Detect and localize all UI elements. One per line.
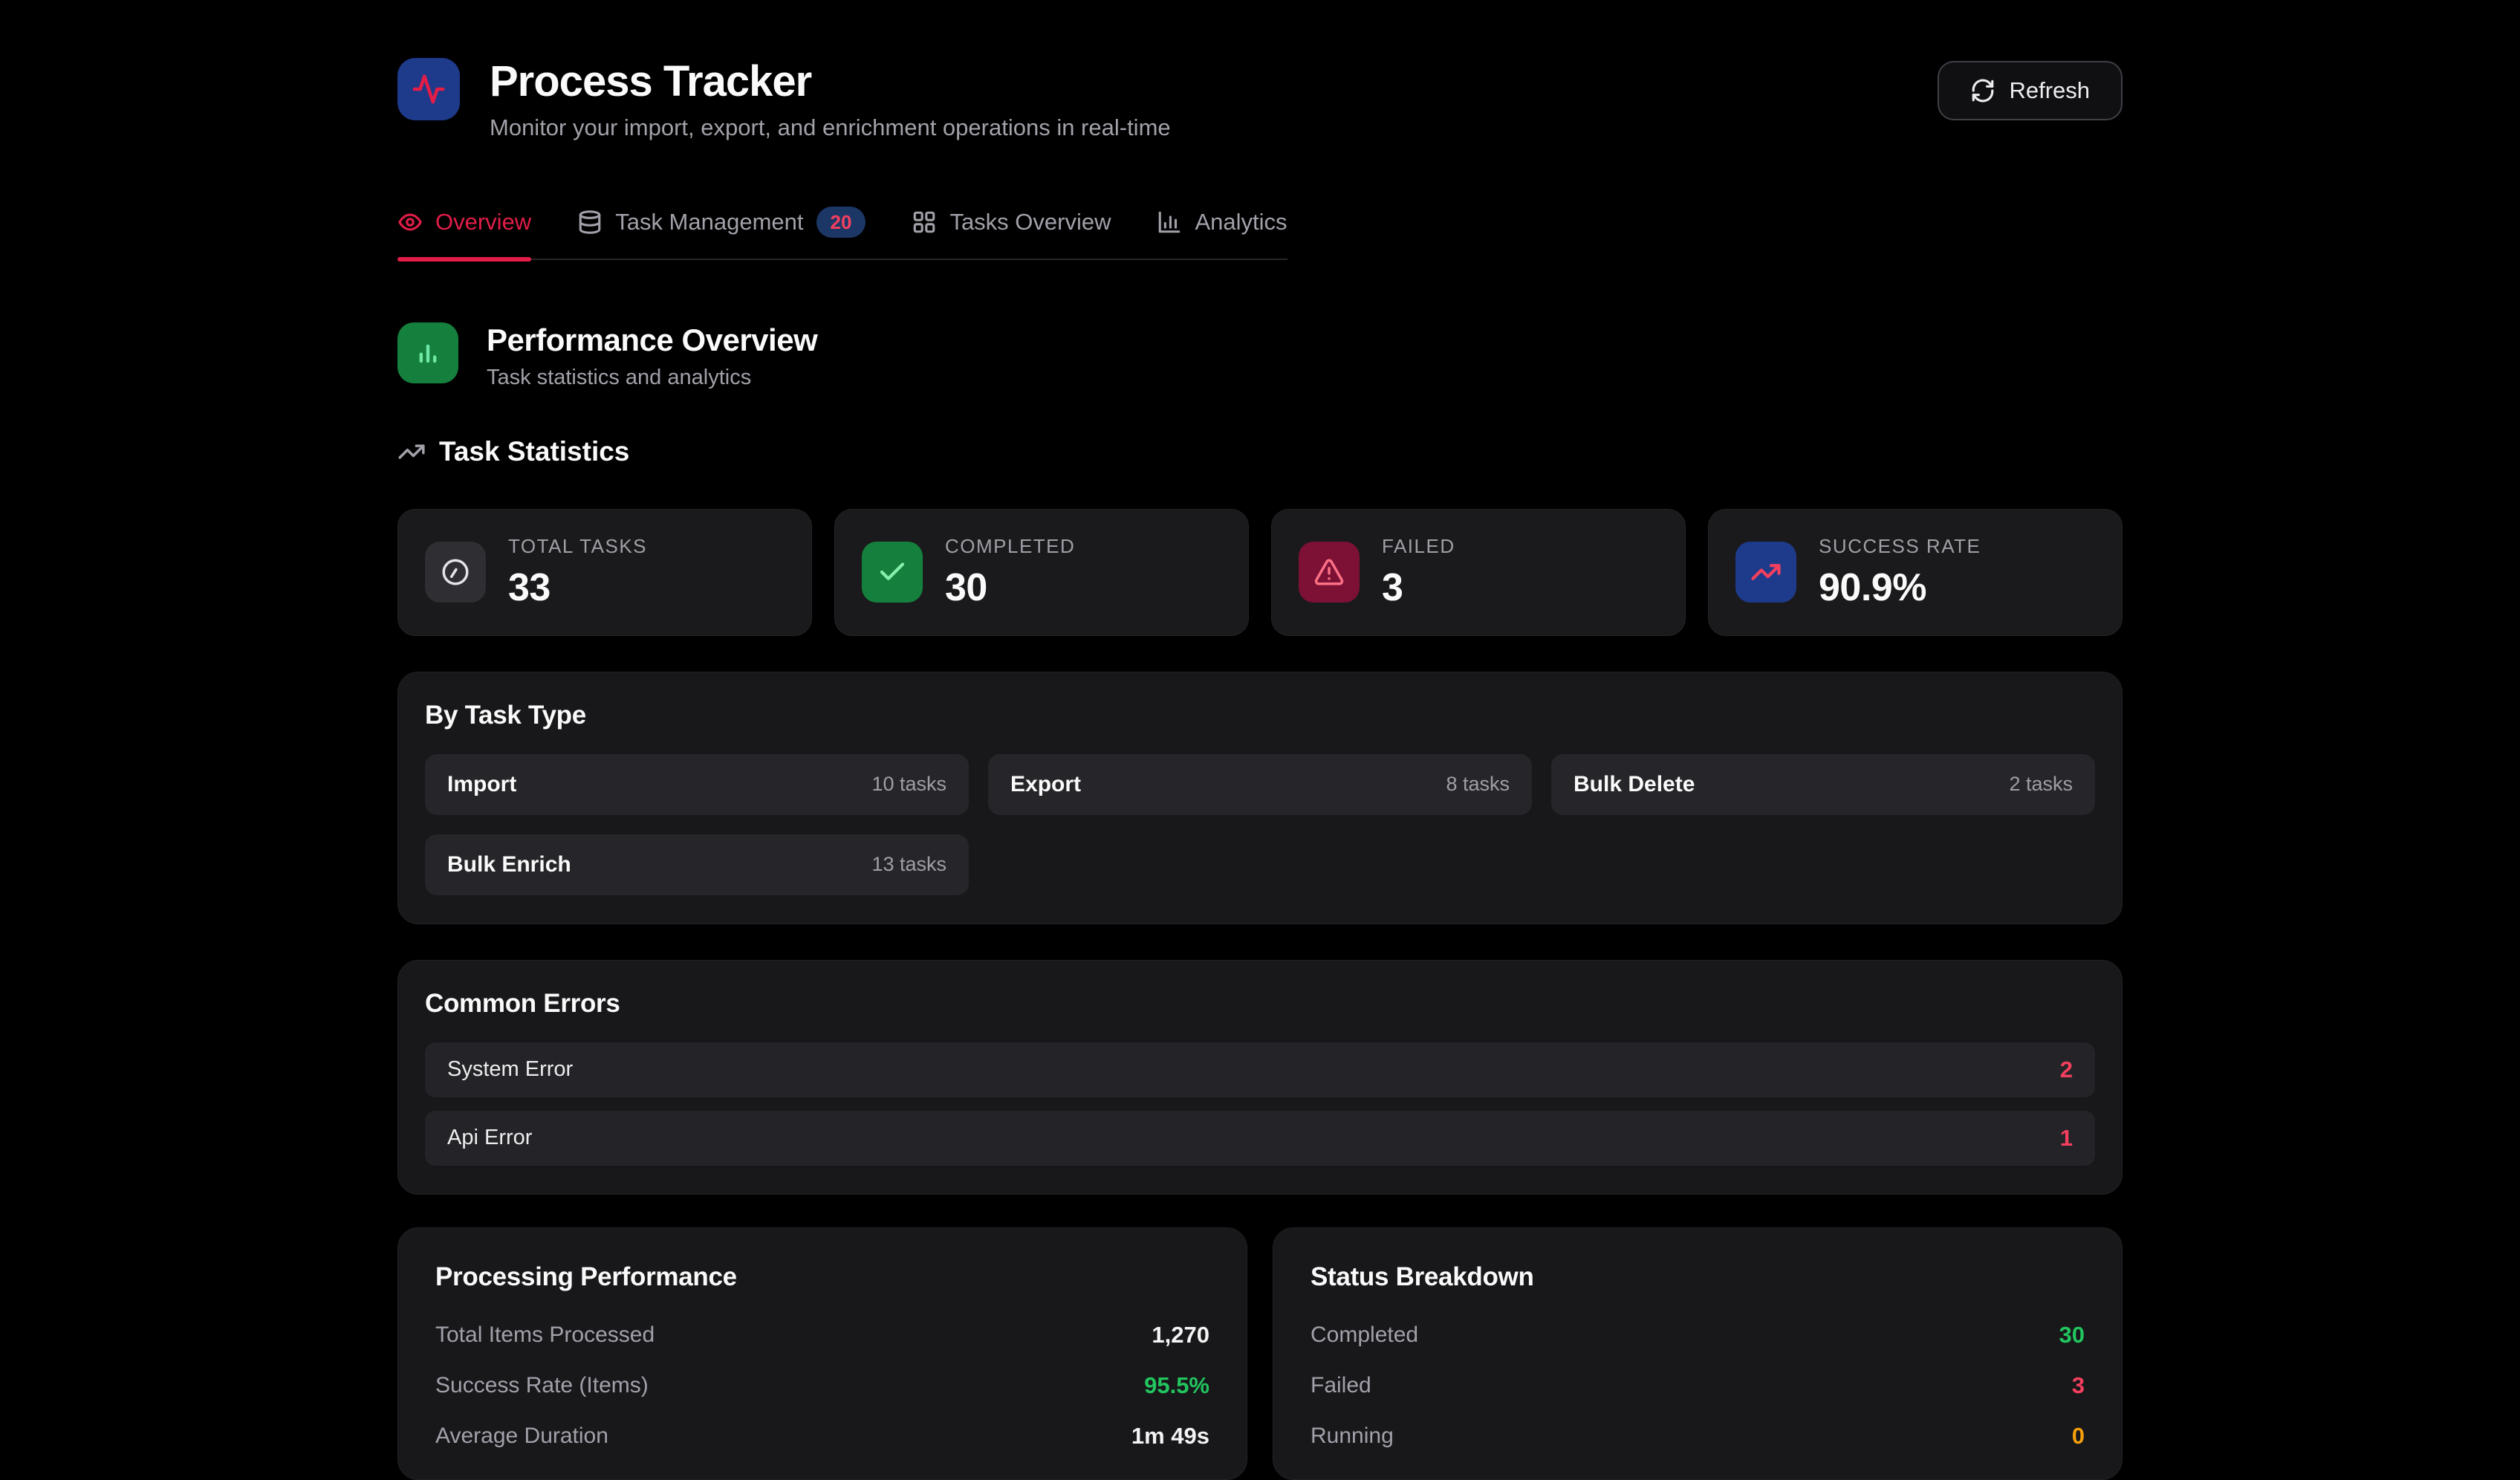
page: Process Tracker Monitor your import, exp…	[397, 0, 2123, 1480]
stat-card-completed: COMPLETED 30	[834, 508, 1249, 636]
section-subtitle: Task statistics and analytics	[487, 365, 752, 389]
stat-card-success-rate: SUCCESS RATE 90.9%	[1708, 508, 2123, 636]
task-count-badge: 20	[816, 206, 866, 238]
stat-value: 30	[945, 565, 987, 609]
page-subtitle: Monitor your import, export, and enrichm…	[490, 114, 1171, 140]
tab-bar: Overview Task Management 20 Tasks Overvi…	[397, 206, 1287, 262]
kv-row-average-duration: Average Duration 1m 49s	[435, 1422, 1209, 1449]
kv-row-running: Running 0	[1311, 1422, 2085, 1449]
alert-triangle-icon	[1299, 542, 1360, 603]
error-row-api-error: Api Error 1	[425, 1110, 2095, 1166]
error-row-system-error: System Error 2	[425, 1042, 2095, 1097]
kv-row-failed: Failed 3	[1311, 1372, 2085, 1398]
kv-row-total-items: Total Items Processed 1,270	[435, 1321, 1209, 1348]
stat-label: FAILED	[1382, 534, 1455, 557]
by-task-type-panel: By Task Type Import 10 tasks Export 8 ta…	[397, 671, 2123, 924]
panel-title: By Task Type	[425, 700, 586, 730]
stat-value: 90.9%	[1819, 565, 1926, 609]
stat-label: TOTAL TASKS	[508, 534, 647, 557]
database-icon	[577, 210, 603, 235]
refresh-button[interactable]: Refresh	[1938, 61, 2123, 120]
tab-overview[interactable]: Overview	[397, 207, 532, 262]
refresh-icon	[1970, 78, 1995, 103]
task-type-row-bulk-delete: Bulk Delete 2 tasks	[1551, 753, 2095, 815]
stat-label: SUCCESS RATE	[1819, 534, 1981, 557]
stat-value: 3	[1382, 565, 1403, 609]
common-errors-panel: Common Errors System Error 2 Api Error 1	[397, 959, 2123, 1195]
stat-value: 33	[508, 565, 551, 609]
activity-pulse-icon	[412, 72, 446, 106]
panel-title: Common Errors	[425, 988, 620, 1018]
error-count: 1	[2059, 1124, 2073, 1151]
panel-title: Status Breakdown	[1311, 1262, 1534, 1291]
trending-up-icon	[397, 438, 426, 466]
processing-performance-card: Processing Performance Total Items Proce…	[397, 1227, 1247, 1480]
stat-card-total-tasks: TOTAL TASKS 33	[397, 508, 812, 636]
error-count: 2	[2059, 1056, 2073, 1083]
task-type-row-export: Export 8 tasks	[988, 753, 1532, 815]
eye-icon	[397, 210, 423, 235]
page-title: Process Tracker	[490, 57, 812, 106]
task-statistics-heading: Task Statistics	[397, 436, 2123, 467]
kv-row-completed: Completed 30	[1311, 1321, 2085, 1348]
status-breakdown-card: Status Breakdown Completed 30 Failed 3 R…	[1273, 1227, 2123, 1480]
stat-card-grid: TOTAL TASKS 33 COMPLETED 30	[397, 508, 2123, 636]
grid-icon	[912, 210, 937, 235]
performance-overview-header: Performance Overview Task statistics and…	[397, 322, 2123, 390]
trending-up-icon	[1735, 542, 1796, 603]
section-title: Performance Overview	[487, 322, 818, 357]
check-icon	[862, 542, 923, 603]
tab-tasks-overview[interactable]: Tasks Overview	[912, 207, 1111, 259]
stat-card-failed: FAILED 3	[1271, 508, 1686, 636]
task-type-row-bulk-enrich: Bulk Enrich 13 tasks	[425, 834, 969, 895]
stat-label: COMPLETED	[945, 534, 1076, 557]
bar-chart-badge-icon	[397, 322, 458, 383]
bar-chart-icon	[1157, 210, 1182, 235]
tab-task-management[interactable]: Task Management 20	[577, 206, 866, 259]
tab-analytics[interactable]: Analytics	[1157, 207, 1287, 259]
kv-row-success-rate-items: Success Rate (Items) 95.5%	[435, 1372, 1209, 1398]
panel-title: Processing Performance	[435, 1262, 737, 1291]
app-header: Process Tracker Monitor your import, exp…	[397, 58, 2123, 141]
task-type-row-import: Import 10 tasks	[425, 753, 969, 815]
app-logo	[397, 58, 460, 120]
clock-icon	[425, 542, 486, 603]
